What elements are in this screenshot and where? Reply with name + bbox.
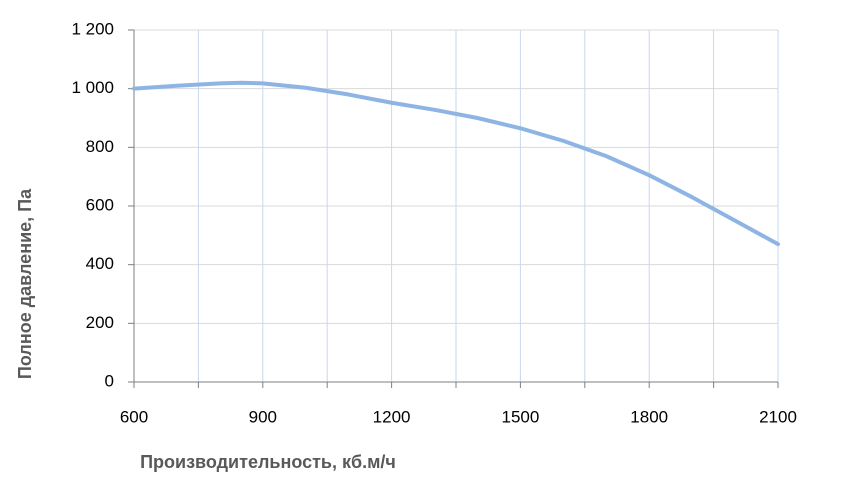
y-tick-label: 1 000 [71, 78, 114, 97]
y-tick-label: 400 [86, 254, 114, 273]
x-axis-title: Производительность, кб.м/ч [140, 452, 396, 472]
y-axis-title: Полное давление, Па [15, 188, 35, 379]
y-tick-label: 200 [86, 313, 114, 332]
x-tick-label: 2100 [759, 407, 797, 426]
line-series [132, 80, 780, 247]
x-tick-label: 1200 [373, 407, 411, 426]
x-tick-label: 1800 [630, 407, 668, 426]
y-tick-label: 1 200 [71, 19, 114, 38]
x-tick-label: 1500 [501, 407, 539, 426]
y-tick-label: 0 [105, 371, 114, 390]
y-tick-label: 600 [86, 195, 114, 214]
y-tick-label: 800 [86, 137, 114, 156]
x-tick-label: 600 [120, 407, 148, 426]
x-tick-label: 900 [249, 407, 277, 426]
